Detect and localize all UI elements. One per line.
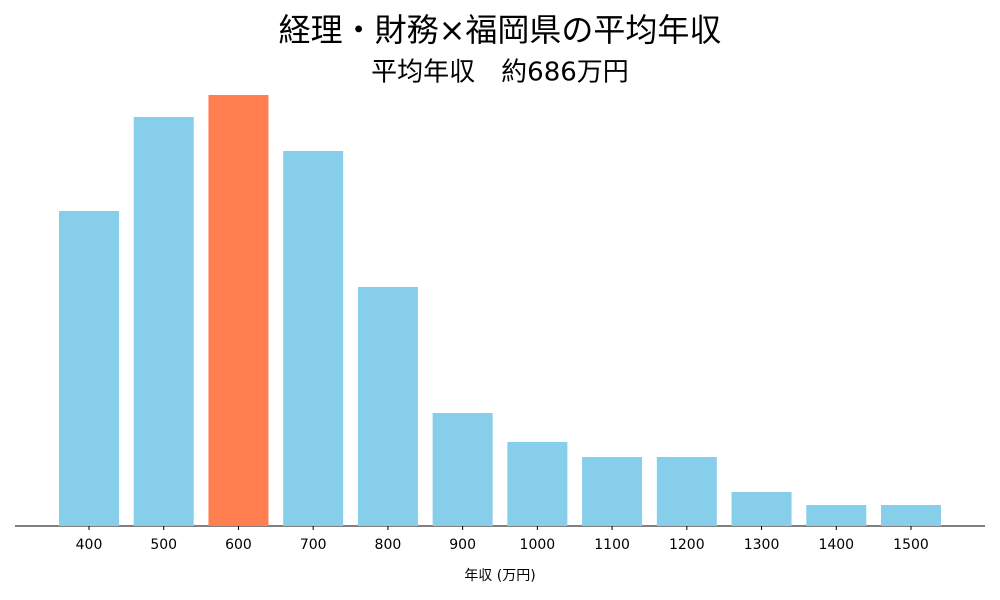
bar [881, 505, 941, 526]
bar [507, 442, 568, 526]
bar [582, 457, 643, 526]
bar [133, 117, 194, 526]
x-tick-label: 1100 [594, 537, 630, 553]
bar [806, 505, 867, 526]
x-tick-label: 1500 [893, 537, 929, 553]
bar [357, 287, 418, 526]
x-tick-label: 700 [300, 537, 327, 553]
x-tick-label: 1000 [520, 537, 556, 553]
x-tick-label: 400 [76, 537, 103, 553]
bar [208, 95, 269, 526]
x-tick-label: 600 [225, 537, 252, 553]
bar [283, 151, 344, 526]
bar [432, 413, 493, 526]
bar [59, 211, 119, 526]
bar [656, 457, 717, 526]
x-axis-label: 年収 (万円) [464, 568, 535, 584]
x-tick-label: 1200 [669, 537, 705, 553]
chart-subtitle: 平均年収 約686万円 [371, 58, 629, 88]
x-tick-label: 500 [150, 537, 177, 553]
bar [731, 492, 792, 526]
x-tick-label: 800 [375, 537, 402, 553]
x-tick-label: 1300 [744, 537, 780, 553]
x-tick-label: 900 [449, 537, 476, 553]
chart-title: 経理・財務×福岡県の平均年収 [279, 11, 722, 49]
x-tick-label: 1400 [818, 537, 854, 553]
